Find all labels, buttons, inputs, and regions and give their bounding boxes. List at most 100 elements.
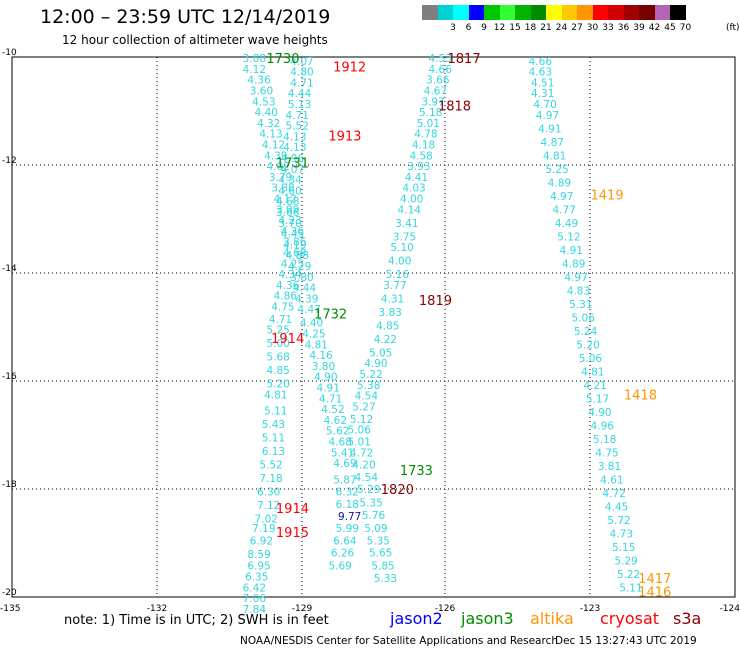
swh-value: 4.81: [264, 390, 287, 402]
swh-value: 6.26: [331, 548, 355, 560]
swh-value: 5.22: [617, 569, 640, 581]
swh-value: 5.52: [259, 460, 282, 472]
swh-value: 4.49: [555, 218, 578, 230]
swh-value: 4.51: [531, 77, 554, 89]
track-time-label: 1818: [438, 100, 471, 115]
swh-value: 4.88: [286, 250, 309, 262]
swh-value: 4.71: [286, 110, 309, 122]
legend-label: 12: [493, 23, 506, 33]
swh-value: 4.25: [281, 258, 304, 270]
swh-value: 5.29: [614, 555, 637, 567]
swh-value: 5.06: [348, 425, 372, 437]
track-time-label: 1913: [328, 129, 361, 144]
swh-value: 5.65: [369, 548, 392, 560]
x-tick-label: -123: [580, 604, 600, 614]
swh-value: 4.61: [600, 474, 623, 486]
swh-value: 5.11: [619, 582, 642, 594]
swh-value: 7.18: [259, 473, 282, 485]
swh-value: 4.67: [424, 85, 447, 97]
swh-value: 4.32: [257, 118, 280, 130]
swh-value: 5.20: [266, 379, 289, 391]
y-tick-label: -16: [2, 372, 17, 382]
swh-value: 5.33: [374, 573, 397, 585]
satellite-jason2: jason2: [390, 609, 443, 628]
swh-value: 3.60: [250, 85, 273, 97]
legend-swatch: [484, 5, 500, 20]
swh-value: 5.13: [288, 99, 311, 111]
swh-value: 4.36: [276, 280, 300, 292]
x-tick-label: -126: [435, 604, 456, 614]
swh-value: 3.83: [378, 307, 401, 319]
legend-swatch: [453, 5, 469, 20]
swh-value: 6.30: [257, 487, 280, 499]
swh-value: 4.07: [281, 164, 304, 176]
legend-swatch: [546, 5, 562, 20]
swh-value: 4.53: [252, 96, 275, 108]
satellite-s3a: s3a: [673, 609, 702, 628]
swh-value: 4.13: [283, 131, 306, 143]
satellite-jason3: jason3: [461, 609, 514, 628]
swh-value: 4.21: [583, 380, 606, 392]
swh-value: 5.72: [607, 515, 630, 527]
swh-value: 4.81: [305, 339, 328, 351]
swh-value: 5.09: [364, 523, 387, 535]
swh-value: 4.63: [529, 67, 552, 79]
swh-value: 5.41: [331, 447, 354, 459]
swh-value: 4.73: [610, 528, 633, 540]
swh-value: 4.89: [548, 177, 571, 189]
swh-value: 4.03: [402, 183, 425, 195]
swh-value: 4.71: [269, 314, 292, 326]
swh-value: 6.18: [336, 499, 359, 511]
swh-value: 4.70: [533, 99, 556, 111]
swh-value: 4.52: [321, 404, 344, 416]
swh-value: 4.91: [538, 123, 561, 135]
swh-value: 4.13: [259, 129, 282, 141]
swh-value: 4.75: [595, 447, 618, 459]
swh-value: 4.60: [278, 185, 301, 197]
swh-value: 4.62: [324, 415, 347, 427]
swh-value: 6.92: [250, 535, 273, 547]
swh-value: 6.95: [247, 561, 270, 573]
swh-value: 4.45: [281, 229, 304, 241]
track-time-label: 1817: [448, 52, 481, 67]
swh-value: 3.70: [278, 218, 301, 230]
swh-value: 4.40: [300, 318, 323, 330]
swh-value: 5.16: [386, 269, 410, 281]
swh-value: 5.05: [369, 347, 392, 359]
swh-value: 6.13: [262, 446, 285, 458]
swh-value: 4.20: [352, 460, 375, 472]
legend-swatch: [623, 5, 639, 20]
swh-value: 4.81: [581, 366, 604, 378]
swh-value: 4.39: [264, 150, 287, 162]
swh-value: 5.17: [586, 393, 609, 405]
swh-value: 4.90: [588, 407, 611, 419]
swh-value: 3.99: [276, 204, 299, 216]
swh-value: 4.86: [274, 291, 298, 303]
swh-value: 5.99: [336, 523, 359, 535]
swh-value: 5.35: [359, 498, 382, 510]
swh-value: 5.11: [264, 406, 287, 418]
swh-value: 5.69: [328, 561, 351, 573]
legend-label: 18: [524, 23, 537, 33]
swh-value: 6.35: [245, 571, 268, 583]
swh-value: 4.47: [297, 304, 320, 316]
x-tick-label: -124: [720, 604, 740, 614]
swh-value: 4.66: [429, 64, 453, 76]
swh-value: 4.96: [281, 153, 305, 165]
legend-label: 70: [679, 23, 692, 33]
track-time-label: 1819: [419, 294, 452, 309]
swh-value: 3.80: [290, 272, 313, 284]
y-tick-label: -12: [2, 156, 17, 166]
swh-value: 4.97: [564, 272, 587, 284]
swh-value: 4.91: [317, 382, 340, 394]
swh-value: 4.77: [552, 204, 575, 216]
swh-value: 6.42: [243, 582, 266, 594]
legend-swatch: [654, 5, 670, 20]
swh-value: 4.19: [283, 239, 306, 251]
track-time-label: 1912: [333, 61, 366, 76]
swh-value: 4.71: [319, 393, 342, 405]
swh-value: 4.00: [388, 256, 411, 268]
swh-value: 5.76: [362, 510, 386, 522]
swh-value: 4.85: [376, 320, 399, 332]
swh-value: 5.62: [326, 426, 349, 438]
